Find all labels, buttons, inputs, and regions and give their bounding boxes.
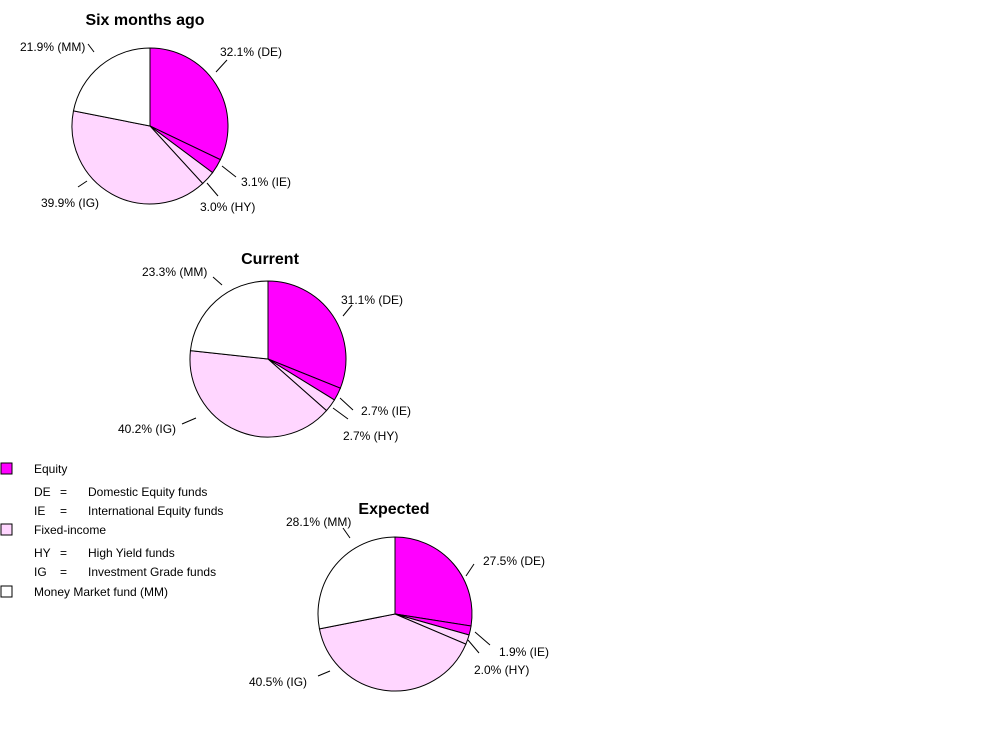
legend-abbr-ie: IE bbox=[34, 504, 45, 518]
leader-line-hy bbox=[206, 182, 219, 197]
pie-slice-de bbox=[394, 536, 473, 627]
legend-label-equity: Equity bbox=[34, 462, 67, 476]
slice-label-mm: 28.1% (MM) bbox=[286, 515, 351, 529]
pie-expected: Expected 27.5% (DE) 1.9% (IE) 2.0% (HY) 40.… bbox=[249, 501, 549, 692]
pie-slice-ig bbox=[71, 110, 204, 205]
pie-slice-ig bbox=[189, 350, 328, 438]
legend-desc-ie: International Equity funds bbox=[88, 504, 223, 518]
legend-abbr-hy: HY bbox=[34, 546, 51, 560]
slice-label-mm: 21.9% (MM) bbox=[20, 40, 85, 54]
legend-eq-ie: = bbox=[60, 504, 67, 518]
leader-line-ig bbox=[317, 670, 331, 677]
slice-label-ie: 1.9% (IE) bbox=[499, 645, 549, 659]
leader-line-hy bbox=[467, 639, 480, 654]
pie-slice-mm bbox=[317, 536, 396, 630]
legend-swatch-fixed-income bbox=[0, 523, 13, 536]
pie-slice-ig bbox=[318, 613, 467, 692]
legend-swatch-money-market bbox=[0, 585, 13, 598]
slice-label-hy: 2.7% (HY) bbox=[343, 429, 398, 443]
slice-label-ig: 40.2% (IG) bbox=[118, 422, 176, 436]
legend-eq-hy: = bbox=[60, 546, 67, 560]
leader-line-hy bbox=[332, 407, 349, 420]
legend-abbr-ig: IG bbox=[34, 565, 47, 579]
leader-line-ig bbox=[181, 417, 197, 425]
slice-label-ie: 2.7% (IE) bbox=[361, 404, 411, 418]
pie-slice-mm bbox=[72, 47, 151, 127]
pie-six-months-ago: Six months ago 32.1% (DE) 3.1% (IE) 3.0% (… bbox=[20, 12, 291, 214]
pie-title: Expected bbox=[358, 501, 429, 518]
slice-label-de: 31.1% (DE) bbox=[341, 293, 403, 307]
pie-slice-de bbox=[267, 280, 347, 389]
pie-title: Current bbox=[241, 251, 299, 268]
legend: Equity DE = Domestic Equity funds IE = I… bbox=[0, 462, 223, 599]
pie-slice-mm bbox=[189, 280, 269, 360]
leader-line-de bbox=[215, 59, 228, 73]
leader-line-ie bbox=[221, 165, 237, 178]
leader-line-mm bbox=[87, 43, 95, 53]
legend-eq-ig: = bbox=[60, 565, 67, 579]
legend-desc-hy: High Yield funds bbox=[88, 546, 175, 560]
slice-label-ig: 40.5% (IG) bbox=[249, 675, 307, 689]
leader-line-mm bbox=[342, 527, 351, 539]
leader-line-de bbox=[465, 563, 475, 577]
leader-line-mm bbox=[212, 276, 223, 286]
slice-label-ig: 39.9% (IG) bbox=[41, 196, 99, 210]
slice-label-hy: 2.0% (HY) bbox=[474, 663, 529, 677]
leader-line-ie bbox=[474, 631, 491, 646]
slice-label-de: 32.1% (DE) bbox=[220, 45, 282, 59]
legend-desc-de: Domestic Equity funds bbox=[88, 485, 207, 499]
leader-line-ie bbox=[339, 397, 354, 411]
slice-label-de: 27.5% (DE) bbox=[483, 554, 545, 568]
slice-label-mm: 23.3% (MM) bbox=[142, 265, 207, 279]
pie-title: Six months ago bbox=[85, 12, 204, 29]
pie-current: Current 31.1% (DE) 2.7% (IE) 2.7% (HY) 40.2… bbox=[118, 251, 411, 443]
slice-label-hy: 3.0% (HY) bbox=[200, 200, 255, 214]
slice-label-ie: 3.1% (IE) bbox=[241, 175, 291, 189]
legend-label-fixed-income: Fixed-income bbox=[34, 523, 106, 537]
legend-eq-de: = bbox=[60, 485, 67, 499]
legend-label-money-market: Money Market fund (MM) bbox=[34, 585, 168, 599]
legend-abbr-de: DE bbox=[34, 485, 51, 499]
leader-line-ig bbox=[77, 180, 88, 188]
legend-desc-ig: Investment Grade funds bbox=[88, 565, 216, 579]
leader-line-de bbox=[342, 304, 353, 317]
pie-slice-de bbox=[149, 47, 229, 161]
legend-swatch-equity bbox=[0, 462, 13, 475]
